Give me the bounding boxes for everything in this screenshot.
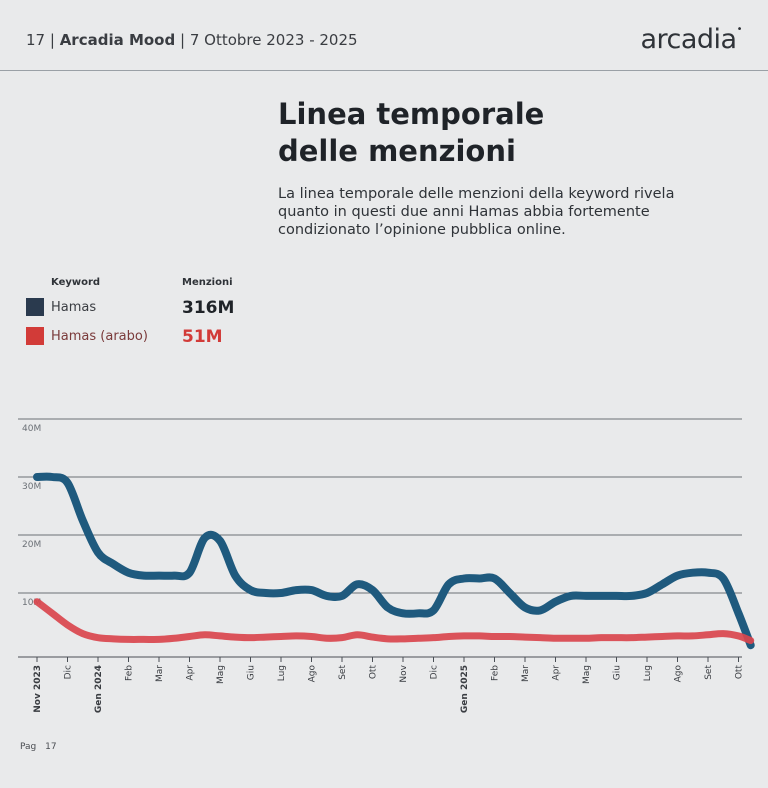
x-tick-label: Dic: [64, 665, 74, 679]
x-tick-label: Gen 2024: [94, 665, 104, 713]
x-tick-label: Mag: [216, 665, 226, 684]
footer-label: Pag: [20, 742, 37, 752]
x-tick-label: Giu: [613, 665, 623, 680]
report-name: Arcadia Mood: [59, 31, 176, 49]
legend-mentions: 51M: [182, 327, 223, 347]
title-line-1: Linea temporale: [278, 97, 545, 131]
brand-dot-icon: •: [736, 24, 743, 35]
y-tick-label: 40M: [22, 424, 41, 434]
x-tick-label: Ago: [308, 665, 318, 683]
x-tick-label: Feb: [125, 665, 135, 681]
legend-item-hamas: Hamas 316M: [26, 298, 326, 318]
x-tick-label: Nov: [399, 664, 409, 682]
page-title: Linea temporale delle menzioni: [278, 96, 608, 170]
x-tick-label: Mar: [521, 665, 531, 682]
x-tick-label: Feb: [491, 665, 501, 681]
page-header: 17 | Arcadia Mood | 7 Ottobre 2023 - 202…: [0, 0, 768, 71]
legend-swatch: [26, 327, 44, 345]
legend-item-hamas-arabo: Hamas (arabo) 51M: [26, 327, 326, 347]
x-tick-label: Dic: [430, 665, 440, 679]
brand-logo: arcadia•: [640, 24, 742, 55]
legend-mentions-header: Menzioni: [182, 277, 233, 288]
page-footer: Pag 17: [20, 742, 57, 752]
x-tick-label: Ott: [369, 665, 379, 680]
legend-keyword-header: Keyword: [51, 277, 101, 288]
x-tick-label: Nov 2023: [33, 665, 43, 713]
x-tick-label: Lug: [277, 665, 287, 681]
header-separator: |: [180, 31, 190, 49]
y-tick-label: 20M: [22, 540, 41, 550]
page-subtitle: La linea temporale delle menzioni della …: [278, 186, 675, 238]
legend-keyword: Hamas (arabo): [51, 329, 148, 344]
x-tick-label: Mar: [155, 665, 165, 682]
page-number: 17: [26, 31, 46, 49]
x-tick-label: Lug: [643, 665, 653, 681]
legend-keyword: Hamas: [51, 300, 97, 315]
x-tick-label: Ago: [674, 665, 684, 683]
y-tick-label: 30M: [22, 482, 41, 492]
legend-mentions: 316M: [182, 298, 235, 318]
x-tick-label: Set: [704, 665, 714, 680]
x-tick-label: Giu: [247, 665, 257, 680]
y-tick-label: 10M: [22, 598, 41, 608]
report-period: 7 Ottobre 2023 - 2025: [189, 31, 358, 49]
x-tick-label: Apr: [186, 665, 196, 681]
x-tick-label: Mag: [582, 665, 592, 684]
x-tick-label: Gen 2025: [460, 665, 470, 713]
header-info: 17 | Arcadia Mood | 7 Ottobre 2023 - 202…: [26, 31, 358, 49]
footer-page-number: 17: [45, 742, 57, 752]
title-line-2: delle menzioni: [278, 134, 516, 168]
legend-swatch: [26, 298, 44, 316]
x-tick-label: Apr: [552, 665, 562, 681]
legend: Keyword Menzioni Hamas 316M Hamas (arabo…: [26, 277, 326, 357]
series-line-hamas: [33, 472, 755, 650]
x-tick-label: Set: [338, 665, 348, 680]
series-line-hamas-arabo: [33, 598, 755, 645]
mentions-timeline-chart: 10M 20M 30M 40M Nov 2023 Dic Gen 2024 Feb Mar Apr…: [18, 418, 755, 713]
x-tick-label: Ott: [735, 665, 745, 680]
brand-name: arcadia: [640, 24, 737, 55]
header-separator: |: [49, 31, 60, 49]
